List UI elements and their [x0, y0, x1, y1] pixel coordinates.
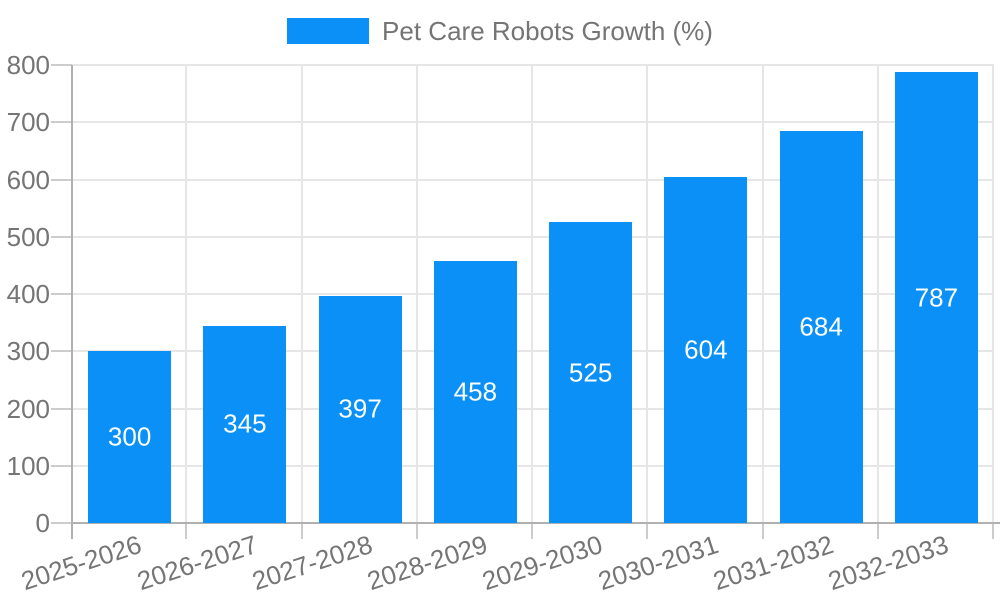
y-axis-label: 400	[6, 279, 50, 309]
y-axis-label: 700	[6, 107, 50, 138]
x-tick	[646, 523, 649, 539]
y-tick	[51, 522, 72, 524]
x-tick	[761, 523, 764, 539]
x-tick	[531, 523, 533, 539]
legend-swatch	[287, 18, 370, 44]
bar-value-label: 525	[568, 357, 613, 388]
x-gridline	[761, 65, 764, 523]
plot-area: 0 100 200 300 400 500 600 700 800 300 2025-2026 345…	[7, 52, 1000, 596]
y-axis-label: 800	[6, 50, 50, 80]
bar-2026-2027[interactable]: 345	[203, 325, 287, 523]
y-axis-label: 0	[35, 508, 50, 538]
x-gridline	[415, 65, 418, 523]
y-gridline	[72, 350, 994, 353]
x-axis-label: 2025-2026	[17, 529, 146, 597]
y-axis-line	[71, 65, 73, 523]
y-tick	[51, 235, 72, 238]
bar-value-label: 787	[914, 282, 959, 313]
y-axis-label: 200	[6, 393, 50, 424]
x-axis-label: 2031-2032	[709, 529, 837, 597]
bar-2028-2029[interactable]: 458	[433, 260, 517, 523]
x-gridline	[646, 65, 649, 523]
y-gridline	[72, 293, 994, 295]
x-axis-label: 2032-2033	[824, 529, 953, 597]
bar-2031-2032[interactable]: 684	[779, 131, 863, 523]
x-axis-line	[71, 522, 1000, 524]
bar-2030-2031[interactable]: 604	[664, 177, 748, 523]
x-axis-label: 2027-2028	[248, 529, 376, 597]
y-tick	[51, 178, 72, 181]
x-tick	[415, 523, 418, 539]
legend: Pet Care Robots Growth (%)	[0, 17, 1000, 45]
x-axis-label: 2029-2030	[478, 529, 607, 597]
y-tick	[51, 407, 72, 410]
legend-item[interactable]: Pet Care Robots Growth (%)	[287, 17, 713, 45]
y-axis-label: 500	[6, 221, 50, 252]
y-axis-label: 100	[6, 450, 50, 481]
bar-2025-2026[interactable]: 300	[88, 351, 172, 523]
y-tick	[51, 64, 72, 66]
x-gridline	[300, 65, 303, 523]
bar-value-label: 604	[684, 334, 728, 365]
x-gridline	[876, 65, 879, 523]
x-gridline	[531, 65, 533, 523]
x-tick	[876, 523, 879, 539]
bar-value-label: 397	[338, 393, 382, 424]
x-tick	[185, 523, 188, 539]
y-gridline	[72, 64, 994, 66]
x-axis-label: 2028-2029	[363, 529, 492, 597]
y-tick	[51, 350, 72, 353]
bar-2032-2033[interactable]: 787	[894, 72, 978, 523]
y-axis-label: 300	[6, 336, 50, 367]
y-gridline	[72, 235, 994, 238]
bar-value-label: 300	[107, 421, 152, 452]
y-gridline	[72, 178, 994, 181]
bar-value-label: 684	[799, 311, 843, 342]
y-tick	[51, 293, 72, 295]
x-gridline	[992, 65, 994, 523]
bar-value-label: 458	[453, 376, 498, 407]
y-gridline	[72, 407, 994, 410]
y-tick	[51, 464, 72, 467]
x-gridline	[185, 65, 188, 523]
bar-value-label: 345	[223, 408, 267, 439]
bar-2027-2028[interactable]: 397	[318, 295, 402, 523]
bar-2029-2030[interactable]: 525	[549, 222, 633, 523]
x-tick	[71, 523, 73, 539]
y-tick	[51, 121, 72, 124]
y-gridline	[72, 464, 994, 467]
legend-label: Pet Care Robots Growth (%)	[382, 16, 713, 46]
y-axis-label: 600	[6, 164, 50, 195]
x-axis-label: 2026-2027	[132, 529, 261, 597]
x-axis-label: 2030-2031	[593, 529, 722, 597]
y-gridline	[72, 121, 994, 124]
x-tick	[992, 523, 994, 539]
x-tick	[300, 523, 303, 539]
